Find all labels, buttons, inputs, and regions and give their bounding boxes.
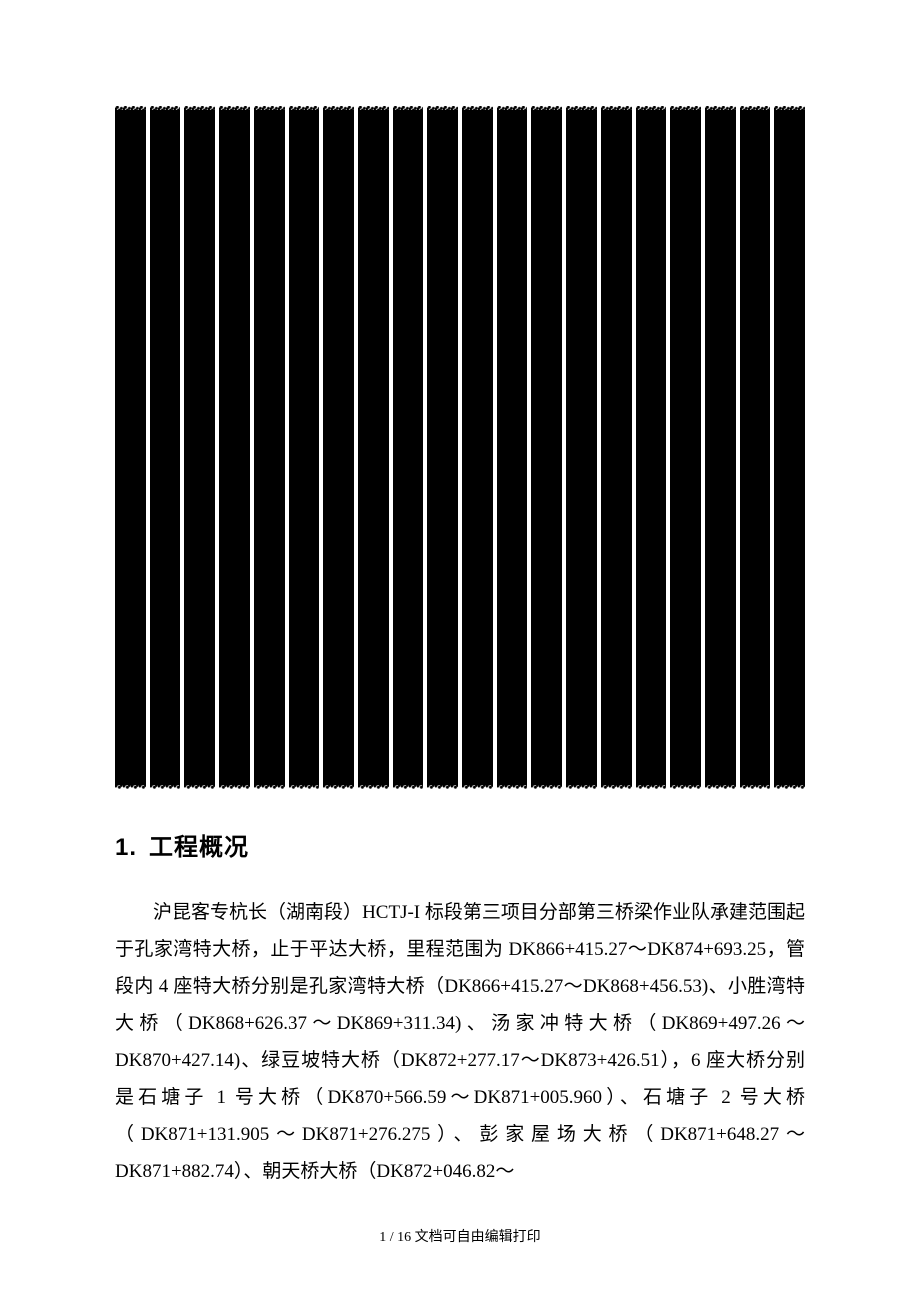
redacted-bar: [219, 110, 250, 785]
body-text: 沪昆客专杭长（湖南段）HCTJ-I 标段第三项目分部第三桥梁作业队承建范围起于孔…: [115, 894, 805, 1190]
redacted-bar: [254, 110, 285, 785]
redacted-bar: [184, 110, 215, 785]
page-footer: 1 / 16 文档可自由编辑打印: [0, 1226, 920, 1246]
section-heading: 1. 工程概况: [115, 827, 805, 862]
redacted-bar: [670, 110, 701, 785]
redacted-bar: [740, 110, 771, 785]
document-page: 1. 工程概况 沪昆客专杭长（湖南段）HCTJ-I 标段第三项目分部第三桥梁作业队…: [0, 0, 920, 1190]
redacted-bar: [358, 110, 389, 785]
redacted-bar: [150, 110, 181, 785]
redacted-bar: [774, 110, 805, 785]
section-number: 1.: [115, 834, 137, 861]
redacted-bar: [323, 110, 354, 785]
redacted-bar: [393, 110, 424, 785]
redacted-bar: [566, 110, 597, 785]
footer-text: 1 / 16 文档可自由编辑打印: [379, 1230, 540, 1245]
redacted-bar: [427, 110, 458, 785]
redacted-bar: [601, 110, 632, 785]
redacted-bar: [636, 110, 667, 785]
redacted-bar: [462, 110, 493, 785]
redacted-block: [115, 110, 805, 785]
paragraph-1: 沪昆客专杭长（湖南段）HCTJ-I 标段第三项目分部第三桥梁作业队承建范围起于孔…: [115, 894, 805, 1190]
redacted-bar: [115, 110, 146, 785]
redacted-bar: [531, 110, 562, 785]
redacted-bar: [705, 110, 736, 785]
redacted-bar: [289, 110, 320, 785]
section-title: 工程概况: [149, 834, 249, 861]
redacted-bar: [497, 110, 528, 785]
